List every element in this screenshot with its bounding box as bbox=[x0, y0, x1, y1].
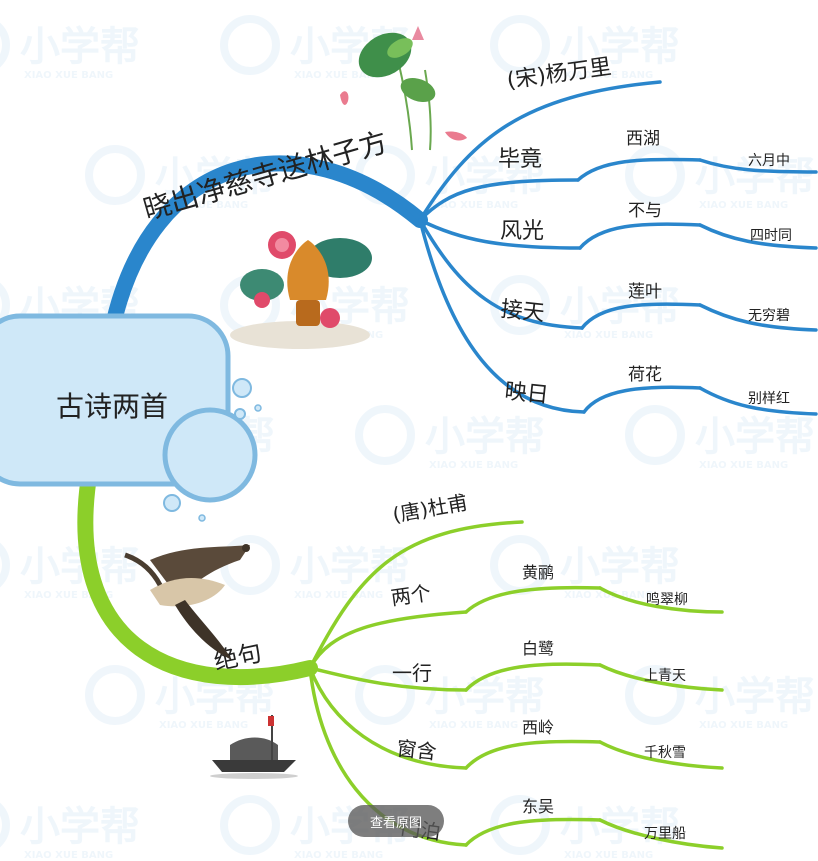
view-original-button[interactable]: 查看原图 bbox=[348, 805, 444, 837]
watermark-pinyin: XIAO XUE BANG bbox=[699, 460, 788, 471]
watermark-brand: 小学帮 bbox=[20, 804, 140, 850]
watermark-pinyin: XIAO XUE BANG bbox=[429, 200, 518, 211]
poem1-line3-mid[interactable]: 莲叶 bbox=[628, 282, 662, 302]
poem1-trunk bbox=[104, 155, 428, 338]
poem1-line2-mid[interactable]: 不与 bbox=[628, 201, 662, 221]
center-label: 古诗两首 bbox=[56, 390, 168, 423]
watermark-brand: 小学帮 bbox=[695, 414, 815, 460]
watermark-brand: 小学帮 bbox=[425, 674, 545, 720]
poem1-line3-head[interactable]: 接天 bbox=[499, 297, 545, 326]
boat-icon bbox=[210, 715, 298, 779]
poem1-line2-head[interactable]: 风光 bbox=[500, 219, 544, 244]
watermark-brand: 小学帮 bbox=[695, 154, 815, 200]
goose-icon bbox=[124, 544, 250, 660]
poem1-line2-tail[interactable]: 四时同 bbox=[750, 228, 792, 244]
poem1-line4-tail[interactable]: 别样红 bbox=[748, 391, 790, 407]
poem1-branches bbox=[418, 80, 818, 416]
poem2-line1-mid[interactable]: 黄鹂 bbox=[522, 563, 554, 582]
watermark-pinyin: XIAO XUE BANG bbox=[564, 590, 653, 601]
poem2-line2-mid[interactable]: 白鹭 bbox=[522, 639, 554, 658]
poem2-line1-head[interactable]: 两个 bbox=[389, 581, 432, 610]
watermark-pinyin: XIAO XUE BANG bbox=[24, 850, 113, 861]
lotus-vase-icon bbox=[230, 231, 372, 349]
watermark-pinyin: XIAO XUE BANG bbox=[294, 850, 383, 861]
watermark-pinyin: XIAO XUE BANG bbox=[564, 330, 653, 341]
poem1-line3-tail[interactable]: 无穷碧 bbox=[748, 308, 790, 324]
center-node[interactable]: 古诗两首 bbox=[0, 313, 262, 522]
watermark-pinyin: XIAO XUE BANG bbox=[294, 590, 383, 601]
watermark-pinyin: XIAO XUE BANG bbox=[699, 720, 788, 731]
watermark-brand: 小学帮 bbox=[560, 24, 680, 70]
poem2-line3-mid[interactable]: 西岭 bbox=[522, 718, 554, 737]
watermark-brand: 小学帮 bbox=[695, 674, 815, 720]
poem1-lines: 毕竟 西湖 六月中 风光 不与 四时同 接天 莲叶 无穷碧 映日 荷花 别样红 bbox=[498, 129, 792, 409]
lotus-leaves-icon bbox=[340, 26, 467, 151]
watermark-pinyin: XIAO XUE BANG bbox=[429, 720, 518, 731]
watermark-pinyin: XIAO XUE BANG bbox=[159, 720, 248, 731]
poem2-author[interactable]: (唐)杜甫 bbox=[391, 490, 470, 527]
poem1-line1-head[interactable]: 毕竟 bbox=[498, 147, 542, 172]
watermark-brand: 小学帮 bbox=[560, 544, 680, 590]
watermark-pinyin: XIAO XUE BANG bbox=[294, 70, 383, 81]
poem1-line4-mid[interactable]: 荷花 bbox=[628, 365, 662, 385]
watermark-brand: 小学帮 bbox=[425, 414, 545, 460]
watermark-pinyin: XIAO XUE BANG bbox=[699, 200, 788, 211]
poem1-trunk-tip bbox=[299, 157, 422, 222]
poem2-line4-tail[interactable]: 万里船 bbox=[644, 826, 686, 842]
poem1-line1-tail[interactable]: 六月中 bbox=[748, 153, 790, 169]
watermark-pinyin: XIAO XUE BANG bbox=[24, 590, 113, 601]
poem2-trunk bbox=[77, 462, 318, 686]
watermark-brand: 小学帮 bbox=[20, 24, 140, 70]
watermark-pinyin: XIAO XUE BANG bbox=[159, 200, 248, 211]
poem2-line1-tail[interactable]: 鸣翠柳 bbox=[646, 591, 688, 608]
poem2-line3-head[interactable]: 窗含 bbox=[395, 736, 437, 764]
poem2-line3-tail[interactable]: 千秋雪 bbox=[644, 745, 686, 761]
watermark-brand: 小学帮 bbox=[425, 154, 545, 200]
poem2-branches bbox=[308, 520, 724, 850]
watermark-pinyin: XIAO XUE BANG bbox=[429, 460, 518, 471]
watermark-pinyin: XIAO XUE BANG bbox=[564, 70, 653, 81]
watermark-brand: 小学帮 bbox=[290, 544, 410, 590]
poem2-line2-head[interactable]: 一行 bbox=[392, 661, 432, 685]
watermark-pinyin: XIAO XUE BANG bbox=[24, 70, 113, 81]
poem1-line4-head[interactable]: 映日 bbox=[503, 379, 549, 408]
watermark-pinyin: XIAO XUE BANG bbox=[564, 850, 653, 861]
poem2-line2-tail[interactable]: 上青天 bbox=[644, 668, 686, 684]
poem2-line4-mid[interactable]: 东吴 bbox=[522, 797, 554, 816]
poem1-line1-mid[interactable]: 西湖 bbox=[626, 129, 660, 149]
